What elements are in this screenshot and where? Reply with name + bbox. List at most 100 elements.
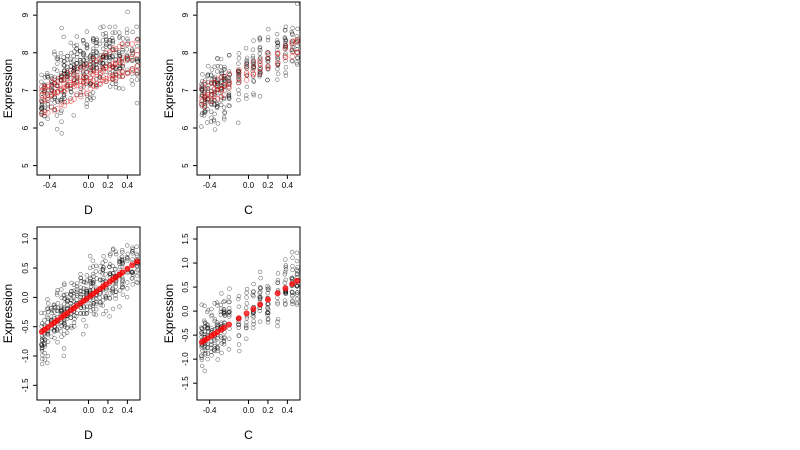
observed-point — [65, 53, 70, 59]
observed-point — [83, 286, 89, 292]
fitted-point — [110, 46, 116, 52]
fitted-point — [64, 310, 71, 317]
observed-point — [243, 45, 249, 51]
observed-point — [45, 101, 51, 107]
y-tick-label: -1.0 — [181, 352, 190, 366]
fitted-point — [235, 315, 242, 322]
observed-point — [290, 25, 295, 31]
observed-point — [283, 277, 288, 283]
observed-point — [289, 289, 295, 295]
fitted-point — [134, 69, 140, 75]
fitted-point — [100, 74, 106, 80]
fitted-point — [103, 76, 109, 82]
observed-point — [275, 277, 281, 283]
fitted-point — [61, 81, 67, 87]
observed-point — [226, 299, 231, 305]
observed-point — [58, 50, 64, 56]
fitted-point — [107, 73, 113, 79]
x-tick-label: -0.4 — [43, 181, 57, 190]
observed-point — [134, 244, 139, 249]
observed-point — [45, 116, 50, 122]
observed-point — [45, 331, 51, 337]
fitted-point — [100, 65, 106, 72]
y-tick-label: 6 — [181, 125, 190, 130]
observed-point — [84, 278, 90, 283]
observed-point — [283, 58, 288, 64]
fitted-point — [68, 68, 74, 74]
observed-point — [275, 323, 280, 329]
observed-point — [214, 300, 220, 305]
observed-point — [125, 286, 130, 291]
fitted-point — [54, 105, 61, 112]
observed-point — [275, 66, 280, 72]
observed-point — [107, 24, 112, 30]
fitted-point — [112, 72, 119, 78]
fitted-point — [83, 295, 90, 302]
observed-point — [124, 27, 130, 32]
observed-point — [58, 110, 64, 115]
observed-point — [129, 276, 135, 281]
observed-point — [215, 69, 220, 74]
observed-point — [244, 93, 249, 98]
observed-point — [39, 343, 45, 348]
observed-point — [40, 352, 45, 358]
observed-point — [295, 284, 300, 289]
observed-point — [257, 308, 263, 314]
fitted-point — [211, 79, 218, 86]
observed-point — [42, 350, 47, 356]
observed-point — [59, 25, 64, 31]
fitted-point — [289, 280, 296, 287]
observed-point — [222, 110, 227, 116]
fitted-point — [93, 71, 100, 78]
observed-point — [120, 279, 125, 285]
observed-point — [251, 325, 256, 331]
x-axis-title: D — [84, 428, 93, 442]
observed-point — [236, 333, 241, 338]
observed-point — [283, 73, 289, 78]
fitted-point — [44, 91, 51, 98]
observed-point — [55, 292, 60, 298]
observed-point — [257, 36, 263, 41]
observed-point — [88, 308, 93, 313]
fitted-point — [236, 70, 242, 76]
observed-point — [215, 357, 220, 362]
observed-point — [222, 88, 227, 93]
observed-point — [209, 306, 214, 312]
observed-point — [110, 30, 115, 35]
observed-point — [110, 35, 115, 41]
observed-point — [77, 48, 83, 54]
fitted-point — [74, 79, 80, 85]
observed-point — [244, 58, 249, 63]
observed-point — [275, 54, 280, 60]
observed-point — [83, 324, 89, 329]
x-tick-label: 0.2 — [262, 181, 274, 190]
observed-point — [212, 64, 217, 69]
fitted-point — [93, 288, 100, 295]
observed-point — [74, 291, 79, 296]
observed-point — [257, 290, 262, 296]
observed-point — [81, 58, 87, 63]
observed-point — [74, 34, 79, 39]
observed-point — [214, 320, 220, 325]
observed-point — [117, 264, 123, 270]
observed-point — [49, 308, 55, 313]
observed-point — [107, 264, 112, 269]
observed-point — [202, 332, 207, 337]
fitted-point — [64, 75, 70, 82]
observed-point — [98, 264, 103, 269]
observed-point — [100, 303, 106, 308]
observed-point — [74, 287, 80, 292]
observed-point — [100, 277, 105, 283]
fitted-point — [71, 83, 77, 89]
observed-point — [221, 67, 227, 72]
fitted-point — [93, 58, 100, 64]
y-tick-label: 1.0 — [21, 233, 30, 245]
observed-point — [87, 253, 93, 259]
observed-point — [110, 54, 115, 59]
fitted-point — [68, 98, 74, 104]
observed-point — [283, 267, 289, 272]
fitted-point — [103, 65, 109, 71]
fitted-point — [87, 75, 94, 82]
observed-points — [199, 249, 300, 374]
